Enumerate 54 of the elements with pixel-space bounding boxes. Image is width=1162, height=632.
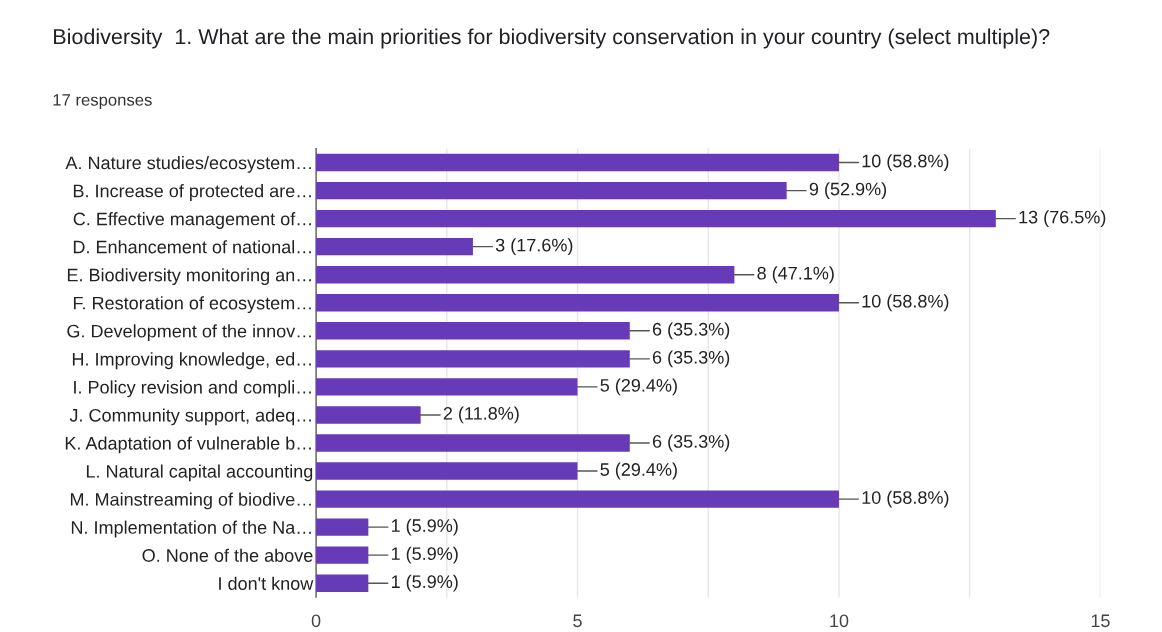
bar [316, 434, 630, 452]
data-label: 1 (5.9%) [391, 546, 458, 564]
bar [316, 294, 839, 312]
bar [316, 490, 839, 508]
data-label: 10 (58.8%) [862, 154, 949, 171]
data-label: 6 (35.3%) [652, 434, 730, 452]
y-tick-label: L. Natural capital accounting [86, 464, 313, 482]
bar [316, 406, 421, 424]
data-label: 8 (47.1%) [757, 266, 834, 284]
bar [316, 181, 787, 200]
bar [316, 237, 473, 256]
data-label: 1 (5.9%) [391, 518, 458, 536]
data-label: 2 (11.8%) [443, 406, 519, 424]
bar [316, 462, 578, 480]
x-tick-label: 5 [573, 614, 582, 628]
bar [316, 322, 630, 340]
y-tick-label: K. Adaptation of vulnerable b… [65, 436, 311, 454]
x-tick-label: 15 [1091, 614, 1110, 628]
y-tick-label: C. Effective management of… [73, 212, 311, 229]
chart-title: Biodiversity 1. What are the main priorities for biodiversity conservation in your country (select multiple)? [54, 28, 1050, 49]
y-tick-label: N. Implementation of the Na… [71, 520, 311, 538]
data-label: 10 (58.8%) [862, 490, 949, 508]
data-label: 6 (35.3%) [652, 350, 730, 368]
bar [316, 546, 369, 564]
x-tick-label: 10 [830, 614, 849, 628]
bar [316, 266, 735, 284]
bar [316, 153, 839, 172]
text: 17 responses [53, 94, 152, 110]
y-tick-label: E. Biodiversity monitoring an… [67, 268, 311, 286]
y-tick-label: A. Nature studies/ecosystem… [65, 156, 311, 173]
bar [316, 209, 996, 228]
bar [316, 378, 578, 396]
y-tick-label: H. Improving knowledge, ed… [72, 352, 311, 370]
y-tick-label: O. None of the above [142, 548, 313, 562]
bar [316, 518, 369, 536]
y-tick-label: D. Enhancement of national… [73, 240, 311, 254]
data-label: 10 (58.8%) [862, 294, 949, 312]
data-label: 9 (52.9%) [809, 182, 887, 199]
y-tick-label: F. Restoration of ecosystem… [73, 296, 311, 314]
data-label: 6 (35.3%) [652, 322, 730, 340]
y-tick-label: I. Policy revision and compli… [74, 380, 311, 398]
y-tick-label: M. Mainstreaming of biodive… [70, 492, 311, 510]
x-tick-label: 0 [311, 614, 321, 628]
data-label: 5 (29.4%) [600, 462, 677, 480]
y-tick-label: B. Increase of protected are… [73, 184, 311, 201]
y-tick-label: I don't know [219, 576, 314, 590]
bar [316, 574, 369, 592]
data-label: 13 (76.5%) [1019, 210, 1106, 228]
y-tick-label: J. Community support, adeq… [69, 408, 311, 426]
data-label: 5 (29.4%) [600, 378, 677, 396]
bar [316, 350, 630, 368]
data-label: 3 (17.6%) [495, 238, 573, 256]
data-label: 1 (5.9%) [391, 574, 458, 592]
y-tick-label: G. Development of the innov… [67, 324, 311, 342]
